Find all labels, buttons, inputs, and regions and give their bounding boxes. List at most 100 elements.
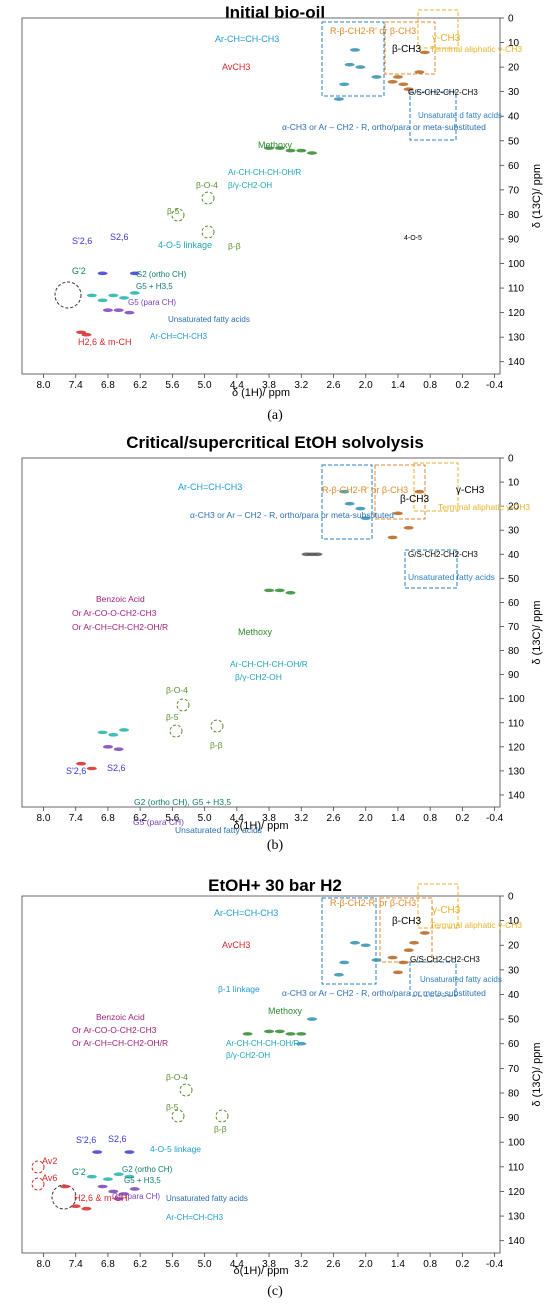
x-tick-label: 3.2 [294,1259,308,1270]
x-tick-label: 4.4 [230,813,244,824]
cross-peak [119,296,130,300]
annotation-label: Ar-CH-CH-CH-OH/R [228,168,302,177]
highlight-circle [171,1109,185,1123]
y-tick-label: 20 [508,502,520,513]
cross-peak [129,1187,140,1191]
annotation-label: S'2,6 [72,236,92,246]
highlight-box [409,91,457,141]
x-tick-label: 1.4 [391,380,405,391]
x-tick-label: 3.8 [262,380,276,391]
highlight-box [404,549,458,589]
cross-peak [349,940,360,945]
y-tick-label: 80 [508,646,520,657]
cross-peak [124,1174,135,1179]
x-tick-label: 5.0 [198,1259,212,1270]
annotation-label: Benzoic Acid [96,594,145,604]
highlight-circle [215,1109,229,1123]
cross-peak [414,70,425,74]
x-axis-label: δ(1H)/ ppm [233,1265,288,1277]
annotation-label: H2,6 & m-CH [78,337,132,347]
cross-peak [403,526,414,530]
cross-peak [119,728,130,732]
cross-peak [124,310,135,315]
annotation-label: Av6 [42,1173,57,1183]
annotation-label: γ-CH3 [432,905,461,916]
y-tick-label: 110 [508,718,524,729]
annotation-label: Unsaturate d fatty acids [418,111,502,120]
annotation-label: Methoxy [258,140,293,150]
x-tick-label: 3.2 [294,813,308,824]
annotation-label: γ-CH3 [456,485,485,496]
x-tick-label: 6.8 [101,380,115,391]
cross-peak [81,332,92,337]
x-tick-label: 1.4 [391,1259,405,1270]
cross-peak [97,271,108,276]
annotation-label: G5 + H3,5 [136,282,173,291]
cross-peak [403,948,414,952]
panel-b: Critical/supercritical EtOH solvolysis 8… [0,430,550,865]
y-tick-label: 100 [508,1138,525,1149]
annotation-label: G2 (ortho CH) [122,1165,173,1174]
annotation-label: Ar-CH=CH-CH3 [215,34,279,44]
cross-peak [242,1032,253,1036]
y-axis-label: δ (13C)/ ppm [531,600,543,664]
x-tick-label: 4.4 [230,380,244,391]
x-tick-label: 2.0 [359,380,373,391]
cross-peak [349,48,360,52]
cross-peak [124,1150,135,1154]
cross-peak [264,1029,275,1034]
annotation-label: β-CH3 [392,916,422,927]
x-tick-label: 5.0 [198,380,212,391]
highlight-circle [179,1083,193,1097]
highlight-circle [176,698,190,712]
annotation-label: S2,6 [107,763,126,773]
y-tick-label: 60 [508,161,520,172]
x-axis-label: δ(1H)/ ppm [233,820,288,832]
cross-peak [296,148,307,153]
highlight-circle [31,1177,45,1191]
highlight-box [413,462,459,512]
annotation-label: Ar-CH-CH-CH-OH/R [230,659,308,669]
annotation-label: G'2 [72,1167,86,1177]
y-tick-label: 110 [508,1162,524,1173]
cross-peak [108,293,119,298]
annotation-label: Methoxy [268,1006,303,1016]
annotation-label: S'2,6 [66,766,86,776]
cross-peak [76,330,87,335]
x-tick-label: 8.0 [37,380,51,391]
cross-peak [398,960,409,965]
y-tick-label: 90 [508,670,520,681]
highlight-circle [210,719,224,733]
cross-peak [307,151,318,155]
x-tick-label: 6.8 [101,813,115,824]
annotation-label: G2 (ortho CH) [136,270,187,279]
annotation-label: β-β [228,241,241,251]
y-tick-label: 140 [508,1236,525,1247]
cross-peak [86,1174,97,1179]
y-tick-label: 60 [508,598,520,609]
y-tick-label: 50 [508,574,520,585]
cross-peak [108,1189,119,1194]
cross-peak [392,75,403,79]
annotation-label: G/S-CH2-CH2-CH3 [408,550,478,559]
annotation-label: Ar-CH=CH-CH3 [166,1213,224,1222]
annotation-label: 4-O-5 [404,235,422,242]
nmr-plot-c: 8.0 7.4 6.8 6.2 5.6 5.0 4.4 3.8 3.2 2.6 2.0 1.4 0.8 0… [21,883,543,1277]
x-tick-label: 6.2 [133,1259,147,1270]
annotation-label: β-CH3 [392,44,422,55]
annotation-label: β-1 linkage [218,984,260,994]
y-tick-label: 130 [508,1212,525,1223]
x-tick-label: 3.8 [262,1259,276,1270]
annotation-label: S'2,6 [76,1135,96,1145]
x-tick-label: 2.6 [327,813,341,824]
x-tick-label: 5.6 [165,813,179,824]
cross-peak [102,1177,113,1181]
annotation-label: α-CH3 or Ar – CH2 - R, ortho/para or met… [190,510,394,520]
annotation-label: 4-O-5 linkage [150,1144,201,1154]
cross-peak [419,931,430,935]
cross-peak [403,87,414,91]
plot-frame [21,895,501,1254]
x-tick-label: 5.0 [198,813,212,824]
annotation-label: Unsaturated fatty acids [408,572,495,582]
x-axis-label: δ (1H)/ ppm [232,387,290,399]
